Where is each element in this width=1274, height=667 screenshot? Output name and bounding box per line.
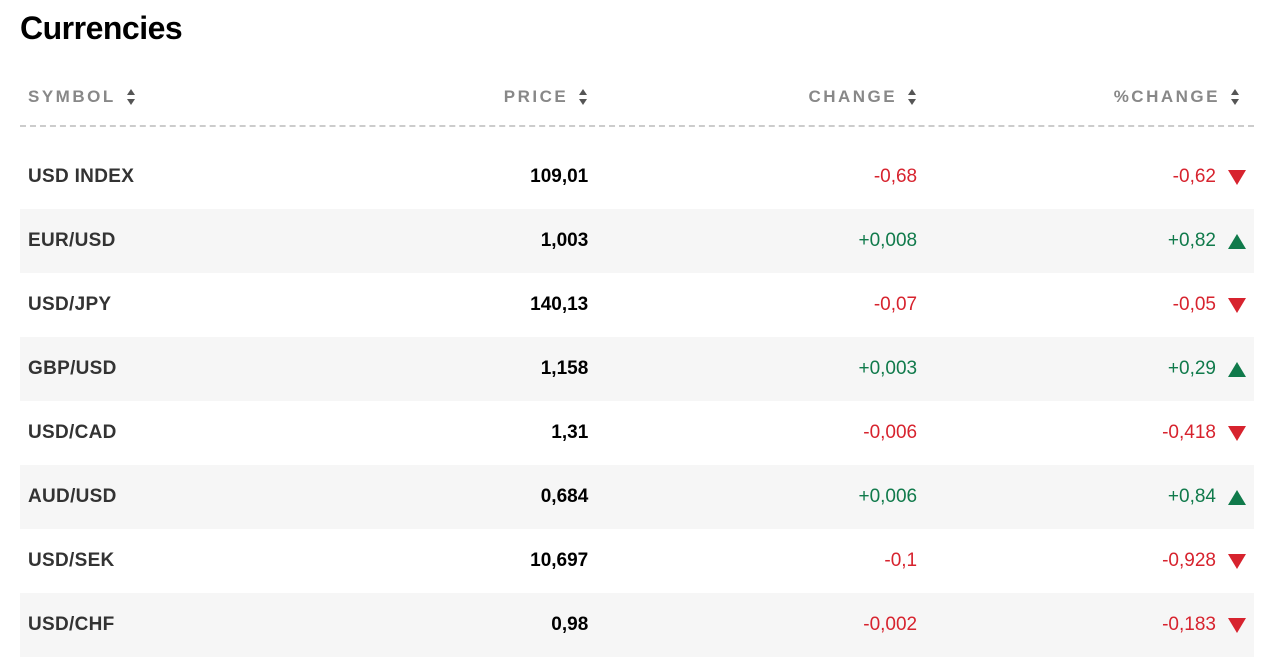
sort-icon xyxy=(126,89,136,105)
symbol-cell: USD/CAD xyxy=(28,422,369,444)
trend-down-icon xyxy=(1228,618,1246,633)
pctchange-value: +0,84 xyxy=(1168,486,1216,508)
pctchange-value: +0,82 xyxy=(1168,230,1216,252)
symbol-cell: USD/JPY xyxy=(28,294,369,316)
table-row[interactable]: USD/JPY140,13-0,07 -0,05 xyxy=(20,273,1254,337)
table-row[interactable]: USD/CAD1,31-0,006 -0,418 xyxy=(20,401,1254,465)
pctchange-cell: +0,29 xyxy=(917,358,1246,380)
trend-down-icon xyxy=(1228,426,1246,441)
price-cell: 0,98 xyxy=(369,614,588,636)
change-cell: -0,1 xyxy=(588,550,917,572)
pctchange-value: -0,418 xyxy=(1162,422,1216,444)
column-header-pctchange[interactable]: %CHANGE xyxy=(917,87,1246,107)
symbol-cell: EUR/USD xyxy=(28,230,369,252)
change-cell: -0,07 xyxy=(588,294,917,316)
symbol-cell: USD/CHF xyxy=(28,614,369,636)
column-header-label: %CHANGE xyxy=(1114,87,1220,107)
table-row[interactable]: AUD/USD0,684+0,006 +0,84 xyxy=(20,465,1254,529)
column-header-label: CHANGE xyxy=(808,87,897,107)
pctchange-cell: -0,183 xyxy=(917,614,1246,636)
sort-icon xyxy=(1230,89,1240,105)
page-title: Currencies xyxy=(20,10,1254,47)
change-cell: +0,003 xyxy=(588,358,917,380)
table-body: USD INDEX109,01-0,68-0,62EUR/USD1,003+0,… xyxy=(20,145,1254,657)
pctchange-cell: -0,62 xyxy=(917,166,1246,188)
change-cell: -0,68 xyxy=(588,166,917,188)
price-cell: 1,003 xyxy=(369,230,588,252)
sort-icon xyxy=(907,89,917,105)
column-header-change[interactable]: CHANGE xyxy=(588,87,917,107)
table-row[interactable]: EUR/USD1,003+0,008 +0,82 xyxy=(20,209,1254,273)
pctchange-cell: +0,84 xyxy=(917,486,1246,508)
pctchange-value: -0,05 xyxy=(1173,294,1216,316)
symbol-cell: AUD/USD xyxy=(28,486,369,508)
table-row[interactable]: USD/CHF0,98-0,002 -0,183 xyxy=(20,593,1254,657)
trend-up-icon xyxy=(1228,362,1246,377)
pctchange-cell: -0,05 xyxy=(917,294,1246,316)
pctchange-value: -0,183 xyxy=(1162,614,1216,636)
symbol-cell: USD/SEK xyxy=(28,550,369,572)
pctchange-value: +0,29 xyxy=(1168,358,1216,380)
price-cell: 0,684 xyxy=(369,486,588,508)
change-cell: +0,006 xyxy=(588,486,917,508)
change-cell: +0,008 xyxy=(588,230,917,252)
change-cell: -0,006 xyxy=(588,422,917,444)
sort-icon xyxy=(578,89,588,105)
price-cell: 109,01 xyxy=(369,166,588,188)
trend-down-icon xyxy=(1228,298,1246,313)
column-header-price[interactable]: PRICE xyxy=(369,87,588,107)
pctchange-cell: +0,82 xyxy=(917,230,1246,252)
price-cell: 1,158 xyxy=(369,358,588,380)
table-row[interactable]: USD/SEK10,697-0,1 -0,928 xyxy=(20,529,1254,593)
table-row[interactable]: USD INDEX109,01-0,68 -0,62 xyxy=(20,145,1254,209)
change-cell: -0,002 xyxy=(588,614,917,636)
trend-down-icon xyxy=(1228,554,1246,569)
pctchange-cell: -0,928 xyxy=(917,550,1246,572)
column-header-symbol[interactable]: SYMBOL xyxy=(28,87,369,107)
price-cell: 140,13 xyxy=(369,294,588,316)
currencies-table: SYMBOL PRICE CHANGE %CHANGE xyxy=(20,87,1254,657)
symbol-cell: USD INDEX xyxy=(28,166,369,188)
column-header-label: PRICE xyxy=(504,87,568,107)
table-row[interactable]: GBP/USD1,158+0,003 +0,29 xyxy=(20,337,1254,401)
trend-down-icon xyxy=(1228,170,1246,185)
table-header-row: SYMBOL PRICE CHANGE %CHANGE xyxy=(20,87,1254,127)
trend-up-icon xyxy=(1228,234,1246,249)
symbol-cell: GBP/USD xyxy=(28,358,369,380)
price-cell: 1,31 xyxy=(369,422,588,444)
column-header-label: SYMBOL xyxy=(28,87,116,107)
pctchange-value: -0,928 xyxy=(1162,550,1216,572)
price-cell: 10,697 xyxy=(369,550,588,572)
pctchange-cell: -0,418 xyxy=(917,422,1246,444)
trend-up-icon xyxy=(1228,490,1246,505)
pctchange-value: -0,62 xyxy=(1173,166,1216,188)
